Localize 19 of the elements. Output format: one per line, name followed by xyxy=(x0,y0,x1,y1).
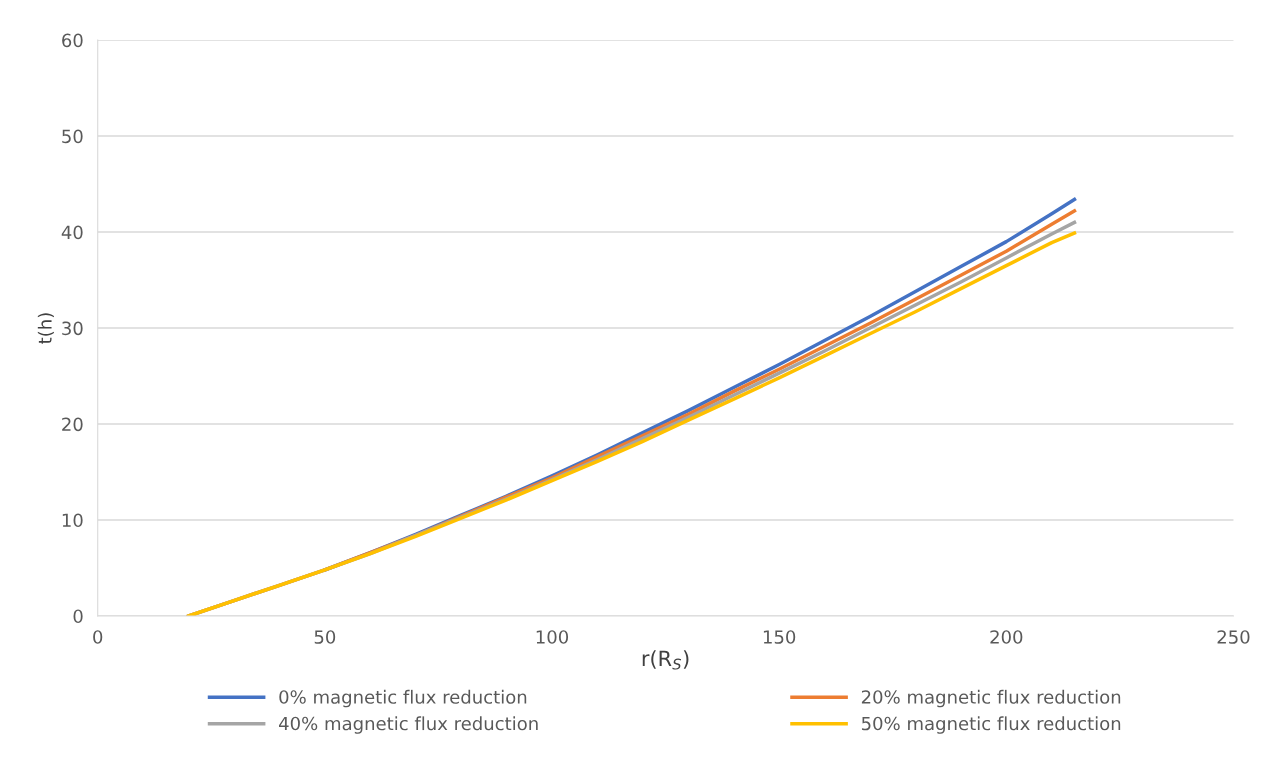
y-tick-label: 20 xyxy=(62,417,83,432)
y-tick-label: 40 xyxy=(61,225,83,240)
y-tick-label: 60 xyxy=(62,33,83,48)
y-tick-label: 30 xyxy=(62,321,83,336)
legend-label: 20% magnetic flux reduction xyxy=(861,689,1121,708)
x-tick-label: 0 xyxy=(93,630,103,644)
y-axis-title: t(h) xyxy=(37,313,54,344)
x-tick-label: 150 xyxy=(763,630,796,644)
x-tick-label: 200 xyxy=(990,630,1023,644)
y-tick-label: 0 xyxy=(73,609,83,624)
x-axis-title: r(R$_{S}$) xyxy=(642,650,689,670)
legend-label: 50% magnetic flux reduction xyxy=(861,716,1121,734)
x-tick-label: 100 xyxy=(536,630,569,644)
x-tick-label: 50 xyxy=(314,630,336,644)
legend-label: 40% magnetic flux reduction xyxy=(279,716,538,734)
x-tick-label: 250 xyxy=(1217,630,1250,644)
y-tick-label: 50 xyxy=(62,129,83,144)
legend-label: 0% magnetic flux reduction xyxy=(279,689,527,708)
y-tick-label: 10 xyxy=(62,513,83,528)
